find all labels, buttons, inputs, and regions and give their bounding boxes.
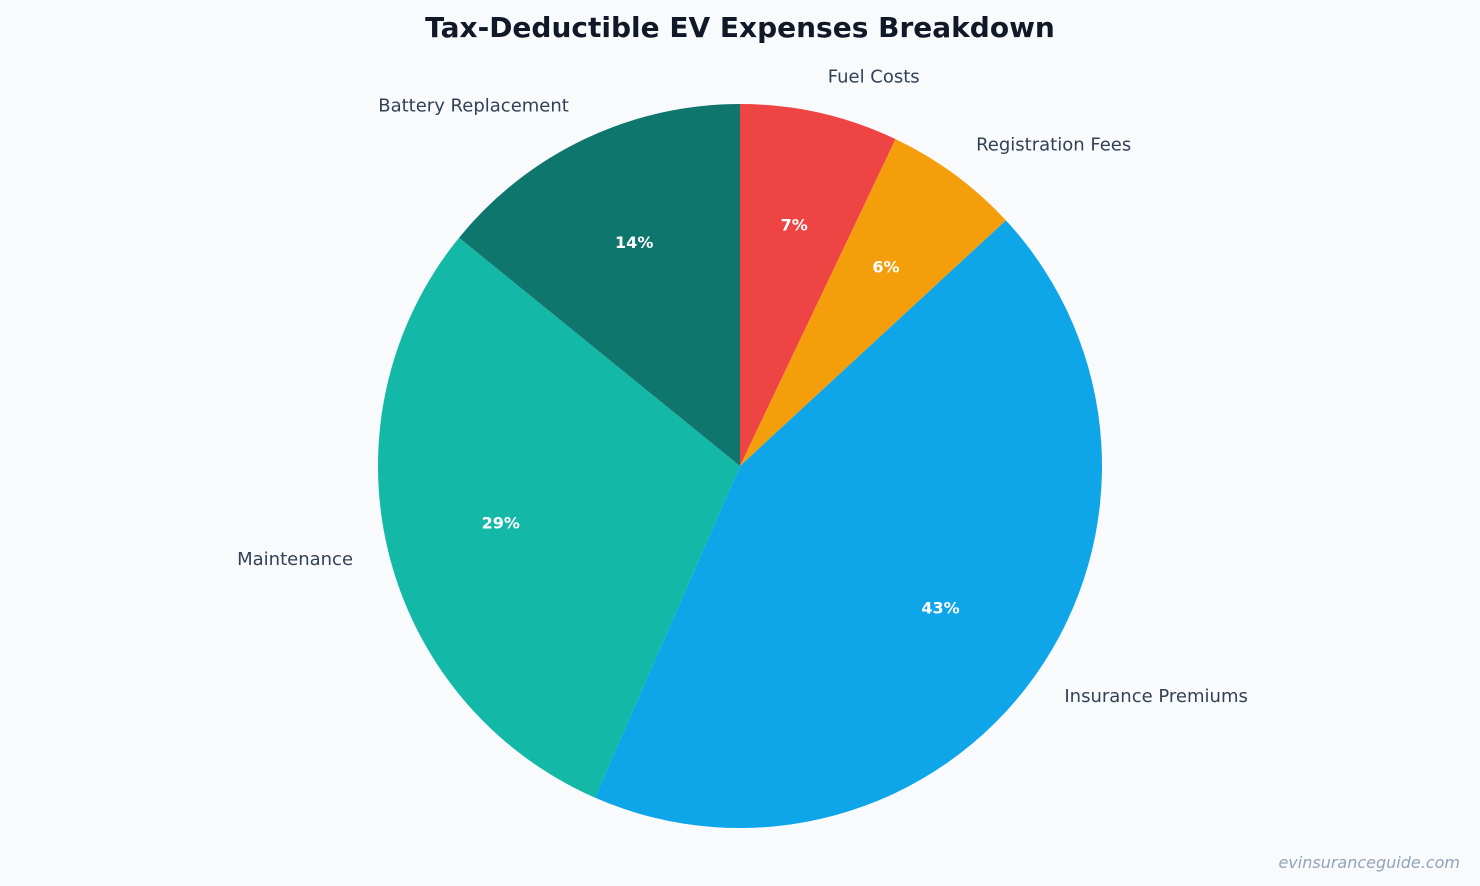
percent-label: 43% (921, 598, 959, 617)
percent-labels: 7% 6% 43% 29% 14% (482, 215, 960, 617)
percent-label: 29% (482, 514, 520, 533)
slice-label: Registration Fees (976, 134, 1131, 155)
pie-slice-registration-fees (740, 139, 1006, 466)
chart-title: Tax-Deductible EV Expenses Breakdown (425, 11, 1055, 44)
watermark-text: evinsuranceguide.com (1278, 853, 1460, 872)
pie-slice-fuel-costs (740, 104, 896, 466)
pie-slice-maintenance (377, 237, 740, 798)
percent-label: 7% (781, 215, 808, 234)
percent-label: 14% (615, 233, 653, 252)
pie-slices (377, 104, 1102, 829)
slice-label: Fuel Costs (828, 67, 920, 88)
pie-slice-insurance-premiums (594, 220, 1102, 829)
slice-label: Battery Replacement (378, 95, 569, 116)
slice-labels: Fuel Costs Registration Fees Insurance Pre… (237, 67, 1248, 707)
percent-label: 6% (872, 257, 899, 276)
slice-label: Maintenance (237, 549, 353, 570)
slice-label: Insurance Premiums (1064, 686, 1248, 707)
pie-slice-battery-replacement (459, 104, 740, 466)
